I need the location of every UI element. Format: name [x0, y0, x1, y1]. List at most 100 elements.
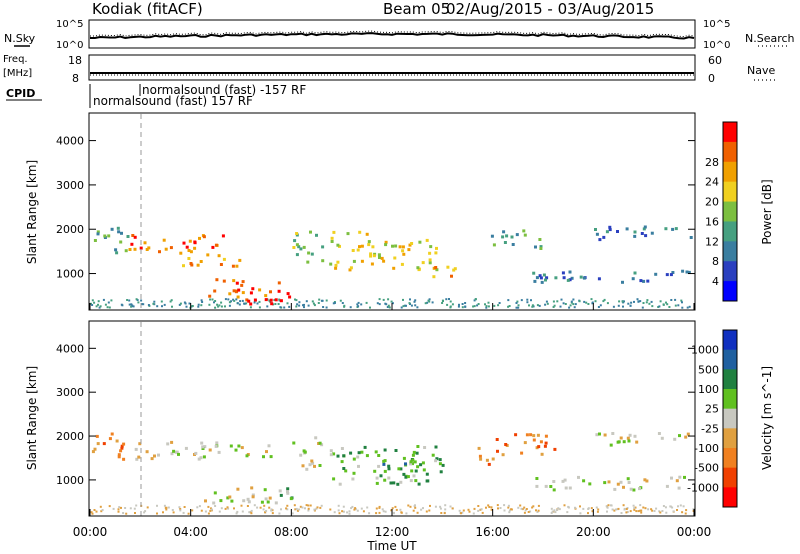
echo-cell — [242, 499, 246, 503]
echo-cell — [357, 451, 361, 455]
noise-search-series — [90, 30, 695, 38]
echo-cell — [633, 234, 637, 238]
echo-cell — [312, 302, 315, 305]
echo-cell — [226, 506, 229, 509]
echo-cell — [388, 306, 391, 309]
echo-cell — [135, 298, 138, 301]
echo-cell — [353, 508, 356, 511]
echo-cell — [542, 273, 546, 277]
colorbar-segment — [723, 181, 737, 203]
colorbar-tick: 500 — [698, 363, 719, 376]
echo-cell — [539, 247, 543, 250]
echo-cell — [329, 453, 333, 457]
echo-cell — [129, 507, 132, 510]
echo-cell — [117, 510, 120, 513]
echo-cell — [170, 299, 173, 302]
echo-cell — [529, 433, 533, 437]
echo-cell — [611, 508, 614, 511]
echo-cell — [365, 232, 369, 236]
y-tick-label: 3000 — [56, 386, 84, 399]
echo-cell — [490, 508, 493, 511]
echo-cell — [532, 505, 535, 508]
echo-cell — [458, 509, 461, 512]
echo-cell — [603, 433, 607, 437]
echo-cell — [103, 234, 107, 238]
echo-cell — [222, 279, 226, 283]
colorbar-tick: -1000 — [687, 481, 719, 494]
echo-cell — [351, 505, 354, 508]
echo-cell — [392, 266, 396, 270]
echo-cell — [188, 302, 191, 305]
echo-cell — [637, 510, 640, 513]
echo-cell — [636, 298, 639, 301]
echo-cell — [677, 505, 679, 508]
echo-cell — [311, 300, 314, 303]
echo-cell — [598, 238, 602, 242]
echo-cell — [256, 302, 259, 305]
echo-cell — [587, 512, 589, 515]
echo-cell — [196, 506, 199, 509]
echo-cell — [212, 501, 216, 505]
echo-cell — [519, 504, 522, 507]
echo-cell — [332, 477, 336, 481]
echo-cell — [387, 476, 391, 480]
colorbar-segment — [723, 161, 737, 183]
echo-cell — [241, 299, 244, 302]
echo-cell — [214, 505, 217, 507]
echo-cell — [110, 227, 114, 231]
echo-cell — [414, 304, 417, 307]
echo-cell — [124, 249, 128, 253]
echo-cell — [351, 249, 355, 252]
echo-cell — [95, 510, 98, 513]
echo-cell — [362, 510, 365, 513]
echo-cell — [681, 301, 683, 304]
echo-cell — [91, 450, 95, 454]
echo-cell — [332, 230, 336, 234]
echo-cell — [428, 261, 432, 265]
echo-cell — [597, 508, 600, 511]
echo-cell — [421, 461, 425, 465]
echo-cell — [264, 298, 268, 302]
echo-cell — [448, 298, 450, 300]
echo-cell — [156, 305, 159, 308]
echo-cell — [551, 510, 554, 513]
echo-cell — [336, 260, 340, 264]
echo-cell — [532, 305, 535, 308]
echo-cell — [241, 510, 244, 513]
echo-cell — [373, 469, 377, 473]
echo-cell — [545, 276, 549, 280]
echo-cell — [185, 245, 189, 249]
echo-cell — [595, 433, 599, 437]
echo-cell — [431, 453, 435, 457]
echo-cell — [139, 246, 143, 250]
echo-cell — [508, 509, 511, 512]
echo-cell — [314, 436, 318, 440]
echo-cell — [451, 303, 454, 306]
echo-cell — [651, 305, 654, 308]
echo-cell — [540, 280, 544, 284]
echo-cell — [484, 303, 486, 306]
echo-cell — [614, 508, 617, 511]
echo-cell — [286, 487, 290, 491]
echo-cell — [582, 479, 586, 483]
echo-cell — [340, 460, 344, 464]
echo-cell — [143, 511, 146, 514]
echo-cell — [230, 300, 232, 303]
echo-cell — [626, 436, 630, 440]
echo-cell — [383, 469, 387, 473]
echo-cell — [213, 491, 217, 495]
echo-cell — [93, 239, 97, 242]
echo-cell — [450, 274, 453, 278]
echo-cell — [552, 488, 556, 492]
echo-cell — [342, 454, 346, 458]
echo-cell — [405, 512, 408, 515]
echo-cell — [495, 438, 499, 441]
echo-cell — [472, 512, 475, 515]
echo-cell — [389, 481, 393, 485]
echo-cell — [479, 508, 482, 511]
echo-cell — [594, 228, 597, 231]
colorbar-segment — [723, 369, 737, 390]
echo-cell — [380, 256, 384, 260]
echo-cell — [642, 279, 646, 283]
